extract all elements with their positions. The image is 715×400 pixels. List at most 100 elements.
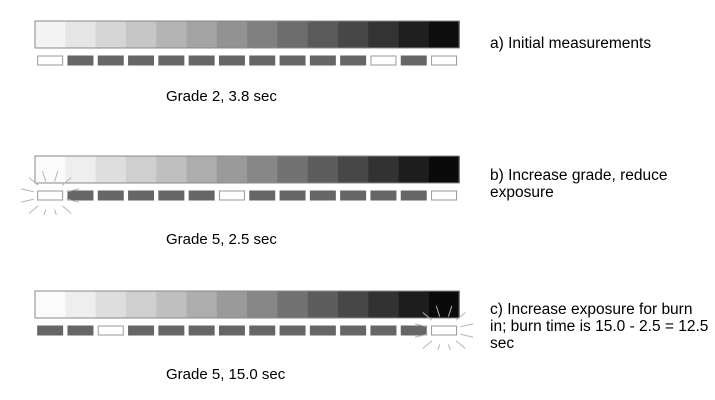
wedge-step (65, 21, 97, 48)
indicator-on (340, 55, 367, 66)
wedge-step (398, 156, 430, 183)
indicator-off (431, 325, 458, 336)
highlight-ray (28, 177, 39, 186)
highlight-ray (414, 333, 428, 338)
panel-label: c) Increase exposure for burn in; burn t… (490, 301, 709, 352)
highlight-ray (455, 340, 466, 349)
indicator-on (370, 325, 397, 336)
indicator-on (218, 325, 245, 336)
indicator-off (97, 325, 124, 336)
wedge-step (186, 156, 218, 183)
wedge-step (156, 21, 188, 48)
highlight-ray (422, 312, 433, 321)
wedge-step (277, 156, 309, 183)
indicator-on (400, 325, 427, 336)
indicator-on (249, 190, 276, 201)
wedge-step (338, 291, 369, 318)
highlight-ray (28, 205, 39, 214)
indicator-on (249, 325, 276, 336)
wedge-step (368, 156, 400, 183)
panel-label: a) Initial measurements (490, 35, 652, 52)
highlight-ray (455, 312, 466, 321)
panel-caption: Grade 5, 2.5 sec (166, 231, 277, 248)
wedge-step (156, 156, 188, 183)
wedge-step (95, 21, 127, 48)
highlight-ray (435, 305, 441, 317)
wedge-border (34, 290, 460, 319)
indicator-on (158, 55, 185, 66)
wedge-step (277, 291, 309, 318)
panel-caption: Grade 5, 15.0 sec (166, 366, 286, 383)
wedge-step (368, 21, 400, 48)
wedge-step (35, 21, 66, 48)
indicator-on (279, 55, 306, 66)
indicator-on (279, 325, 306, 336)
indicator-on (67, 325, 94, 336)
highlight-ray (54, 209, 57, 215)
indicator-on (97, 55, 124, 66)
indicator-on (158, 325, 185, 336)
highlight-ray (41, 170, 47, 182)
wedge-border (34, 20, 460, 49)
panel-c: Grade 5, 15.0 sec c) Increase exposure f… (0, 270, 715, 400)
indicator-on (128, 55, 155, 66)
wedge-step (338, 21, 369, 48)
exposure-strip (34, 20, 460, 66)
highlight-rays (21, 170, 80, 215)
wedge-step (368, 291, 400, 318)
panel-b: Grade 5, 2.5 sec b) Increase grade, redu… (0, 135, 715, 265)
wedge-step (247, 291, 278, 318)
highlight-ray (422, 340, 433, 349)
indicator-on (309, 325, 336, 336)
wedge-step (35, 156, 66, 183)
wedge-border (34, 155, 460, 184)
panel-a: Grade 2, 3.8 sec a) Initial measurements (0, 0, 715, 130)
highlight-ray (414, 323, 428, 328)
wedge-step (186, 291, 218, 318)
highlight-ray (460, 333, 474, 338)
wedge-step (35, 291, 66, 318)
indicator-off (37, 55, 64, 66)
wedge-step (247, 156, 278, 183)
panel-label: b) Increase grade, reduce exposure (490, 167, 668, 201)
indicator-on (158, 190, 185, 201)
indicator-on (188, 325, 215, 336)
wedge-step (216, 21, 248, 48)
indicator-off (431, 55, 458, 66)
exposure-strip (21, 155, 460, 215)
indicator-on (218, 55, 245, 66)
highlight-ray (21, 198, 34, 203)
wedge-step (338, 156, 369, 183)
wedge-step (125, 156, 157, 183)
highlight-ray (61, 177, 72, 186)
wedge-step (216, 291, 248, 318)
highlight-rays (414, 305, 474, 350)
indicator-on (340, 325, 367, 336)
indicator-on (400, 190, 427, 201)
wedge-step (398, 21, 430, 48)
indicator-on (67, 190, 94, 201)
wedge-step (125, 21, 157, 48)
wedge-step (156, 291, 188, 318)
indicator-on (37, 325, 64, 336)
highlight-ray (54, 170, 59, 182)
wedge-step (307, 156, 339, 183)
wedge-step (307, 291, 339, 318)
wedge-step (95, 156, 127, 183)
indicator-on (128, 190, 155, 201)
indicator-off (431, 190, 458, 201)
indicator-off (370, 55, 397, 66)
highlight-ray (66, 188, 80, 193)
wedge-step (277, 21, 309, 48)
wedge-step (125, 291, 157, 318)
wedge-step (307, 21, 339, 48)
indicator-on (67, 55, 94, 66)
wedge-step (247, 21, 278, 48)
highlight-ray (61, 205, 72, 214)
indicator-on (97, 190, 124, 201)
indicator-on (370, 190, 397, 201)
wedge-step (428, 156, 460, 183)
indicator-off (37, 190, 64, 201)
wedge-step (216, 156, 248, 183)
panel-caption: Grade 2, 3.8 sec (166, 88, 277, 105)
